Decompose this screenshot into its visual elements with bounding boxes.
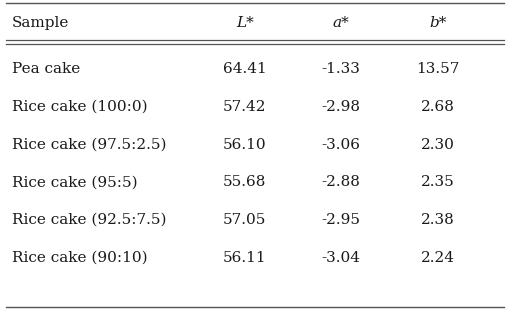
- Text: Pea cake: Pea cake: [12, 62, 79, 76]
- Text: 55.68: 55.68: [223, 175, 266, 189]
- Text: a*: a*: [332, 16, 349, 30]
- Text: 13.57: 13.57: [415, 62, 459, 76]
- Text: 64.41: 64.41: [222, 62, 266, 76]
- Text: 56.11: 56.11: [222, 251, 266, 265]
- Text: 57.42: 57.42: [222, 100, 266, 114]
- Text: Rice cake (92.5:7.5): Rice cake (92.5:7.5): [12, 213, 166, 227]
- Text: 2.30: 2.30: [420, 138, 454, 152]
- Text: -2.88: -2.88: [321, 175, 360, 189]
- Text: 2.24: 2.24: [420, 251, 454, 265]
- Text: -3.06: -3.06: [321, 138, 360, 152]
- Text: 56.10: 56.10: [222, 138, 266, 152]
- Text: b*: b*: [428, 16, 445, 30]
- Text: 2.35: 2.35: [420, 175, 454, 189]
- Text: -2.95: -2.95: [321, 213, 360, 227]
- Text: Rice cake (100:0): Rice cake (100:0): [12, 100, 147, 114]
- Text: Rice cake (97.5:2.5): Rice cake (97.5:2.5): [12, 138, 166, 152]
- Text: Rice cake (90:10): Rice cake (90:10): [12, 251, 147, 265]
- Text: 2.68: 2.68: [420, 100, 454, 114]
- Text: -3.04: -3.04: [321, 251, 360, 265]
- Text: Rice cake (95:5): Rice cake (95:5): [12, 175, 137, 189]
- Text: L*: L*: [236, 16, 253, 30]
- Text: 57.05: 57.05: [223, 213, 266, 227]
- Text: Sample: Sample: [12, 16, 69, 30]
- Text: -2.98: -2.98: [321, 100, 360, 114]
- Text: 2.38: 2.38: [420, 213, 454, 227]
- Text: -1.33: -1.33: [321, 62, 360, 76]
